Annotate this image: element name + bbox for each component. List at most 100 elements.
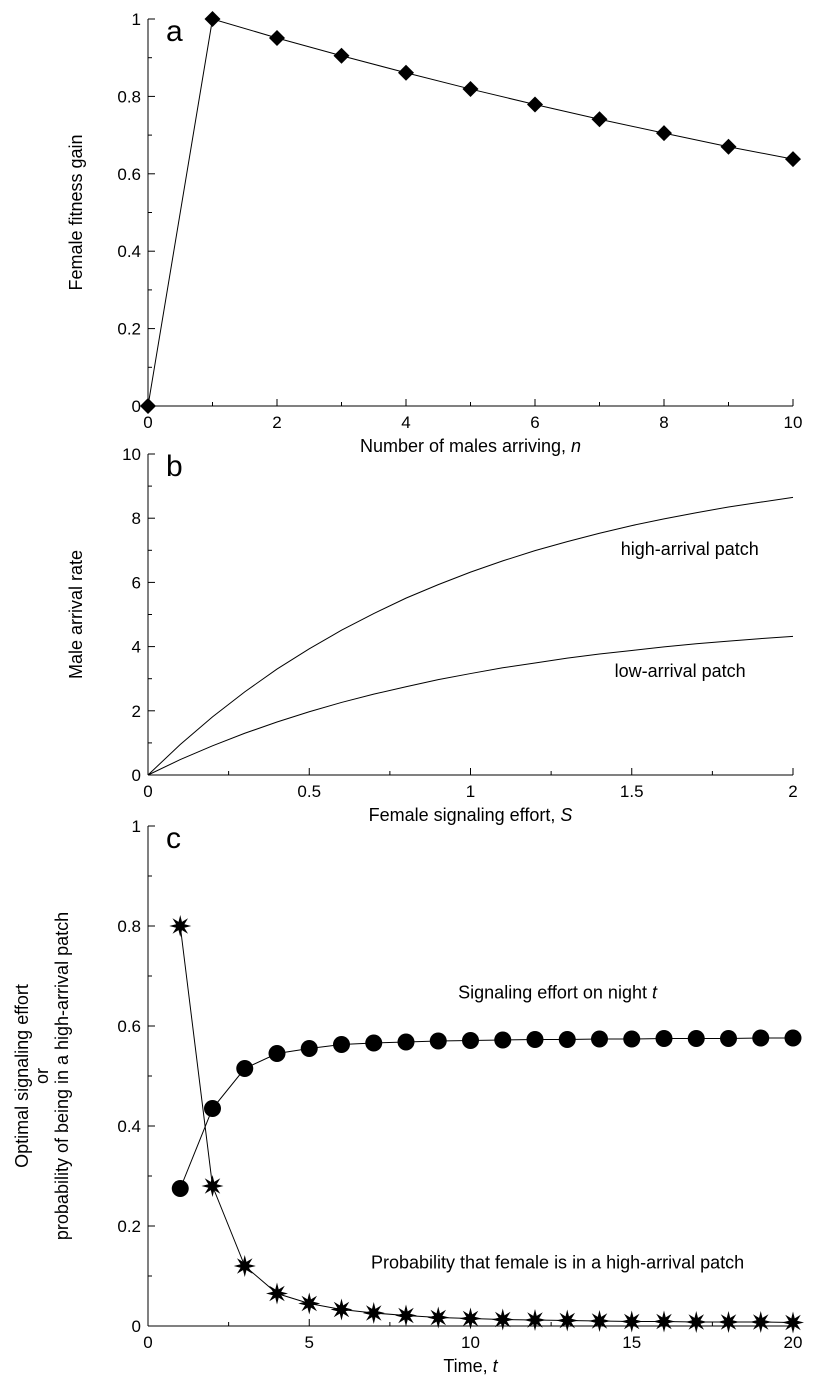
data-point <box>589 1310 611 1332</box>
x-tick-label: 10 <box>461 1333 480 1352</box>
panel-label: c <box>166 822 181 855</box>
data-point <box>688 1030 705 1047</box>
y-axis-label: Female fitness gain <box>66 134 86 290</box>
data-point <box>527 1031 544 1048</box>
data-point <box>718 1311 740 1333</box>
data-point <box>685 1311 707 1333</box>
y-tick-label: 0 <box>132 1317 141 1336</box>
y-tick-label: 1 <box>132 817 141 836</box>
series-line <box>148 19 793 406</box>
data-point <box>334 48 350 64</box>
annotation: low-arrival patch <box>615 661 746 681</box>
data-point <box>398 65 414 81</box>
data-point <box>492 1309 514 1331</box>
data-point <box>331 1299 353 1321</box>
x-tick-label: 10 <box>784 413 803 432</box>
annotation: Probability that female is in a high-arr… <box>371 1253 744 1273</box>
data-point <box>140 398 156 414</box>
data-point <box>266 1283 288 1305</box>
x-tick-label: 0 <box>143 413 152 432</box>
series-line <box>148 636 793 775</box>
y-tick-label: 10 <box>122 445 141 464</box>
data-point <box>656 1030 673 1047</box>
x-tick-label: 20 <box>784 1333 803 1352</box>
x-tick-label: 0.5 <box>297 782 321 801</box>
y-tick-label: 0.2 <box>117 1217 141 1236</box>
x-tick-label: 0 <box>143 1333 152 1352</box>
y-tick-label: 6 <box>132 573 141 592</box>
x-tick-label: 1.5 <box>620 782 644 801</box>
data-point <box>427 1307 449 1329</box>
x-axis-label: Time, t <box>443 1356 498 1376</box>
x-tick-label: 15 <box>622 1333 641 1352</box>
data-point <box>202 1175 224 1197</box>
data-point <box>269 30 285 46</box>
data-point <box>750 1311 772 1333</box>
data-point <box>430 1033 447 1050</box>
y-tick-label: 0.4 <box>117 242 141 261</box>
panel-label: b <box>166 450 183 483</box>
data-point <box>721 139 737 155</box>
x-axis-label: Female signaling effort, S <box>369 805 573 825</box>
data-point <box>559 1031 576 1048</box>
y-axis-label-line: or <box>32 1068 52 1084</box>
data-point <box>363 1302 385 1324</box>
data-point <box>752 1030 769 1047</box>
y-tick-label: 0.4 <box>117 1117 141 1136</box>
data-point <box>462 1032 479 1049</box>
data-point <box>298 1293 320 1315</box>
x-axis-label: Number of males arriving, n <box>360 436 581 456</box>
data-point <box>172 1180 189 1197</box>
series-line <box>180 1038 793 1189</box>
y-tick-label: 8 <box>132 509 141 528</box>
data-point <box>333 1036 350 1053</box>
y-tick-label: 2 <box>132 702 141 721</box>
data-point <box>234 1255 256 1277</box>
annotation: Signaling effort on night t <box>458 983 658 1003</box>
x-tick-label: 5 <box>305 1333 314 1352</box>
x-tick-label: 1 <box>466 782 475 801</box>
annotation: high-arrival patch <box>621 539 759 559</box>
data-point <box>524 1309 546 1331</box>
y-tick-label: 0.2 <box>117 320 141 339</box>
x-tick-label: 6 <box>530 413 539 432</box>
y-tick-label: 4 <box>132 638 141 657</box>
data-point <box>591 1031 608 1048</box>
data-point <box>556 1310 578 1332</box>
y-axis-label-line: probability of being in a high-arrival p… <box>52 912 72 1240</box>
data-point <box>592 111 608 127</box>
data-point <box>460 1308 482 1330</box>
panel-label: a <box>166 15 183 48</box>
y-tick-label: 0 <box>132 397 141 416</box>
y-tick-label: 0.8 <box>117 87 141 106</box>
y-tick-label: 0.8 <box>117 917 141 936</box>
data-point <box>785 151 801 167</box>
data-point <box>527 97 543 113</box>
data-point <box>621 1311 643 1333</box>
x-tick-label: 8 <box>659 413 668 432</box>
data-point <box>785 1030 802 1047</box>
data-point <box>365 1035 382 1052</box>
y-axis-label: Male arrival rate <box>66 550 86 679</box>
y-tick-label: 1 <box>132 10 141 29</box>
data-point <box>653 1311 675 1333</box>
y-tick-label: 0 <box>132 766 141 785</box>
data-point <box>494 1032 511 1049</box>
data-point <box>395 1305 417 1327</box>
y-tick-label: 0.6 <box>117 165 141 184</box>
data-point <box>463 81 479 97</box>
data-point <box>236 1060 253 1077</box>
data-point <box>782 1312 804 1334</box>
x-tick-label: 0 <box>143 782 152 801</box>
panel-b: 0 2 4 6 8 10 0 0.5 1 1.5 2 b Female signaling effort… <box>66 445 798 825</box>
y-axis-label-line: Optimal signaling effort <box>12 984 32 1168</box>
data-point <box>169 915 191 937</box>
data-point <box>269 1045 286 1062</box>
x-tick-label: 4 <box>401 413 410 432</box>
data-point <box>720 1030 737 1047</box>
data-point <box>656 125 672 141</box>
data-point <box>301 1040 318 1057</box>
